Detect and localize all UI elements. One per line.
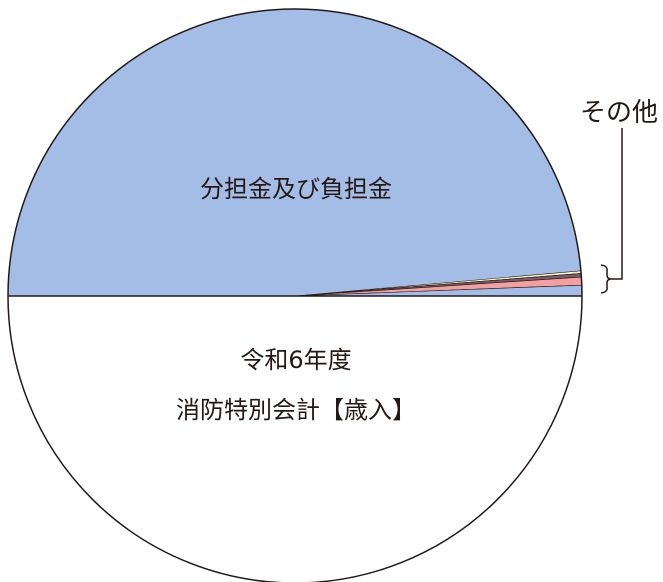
other-label: その他: [580, 98, 658, 128]
other-bracket: [600, 264, 612, 294]
other-leader-line: [611, 128, 623, 280]
center-title-line-1: 令和6年度: [240, 346, 351, 374]
pie-slices: [8, 9, 583, 582]
center-title-line-2: 消防特別会計【歳入】: [176, 396, 416, 424]
lower-half: [8, 296, 582, 582]
slice-label-0: 分担金及び負担金: [200, 175, 392, 203]
pie-slice-0: [8, 9, 581, 297]
